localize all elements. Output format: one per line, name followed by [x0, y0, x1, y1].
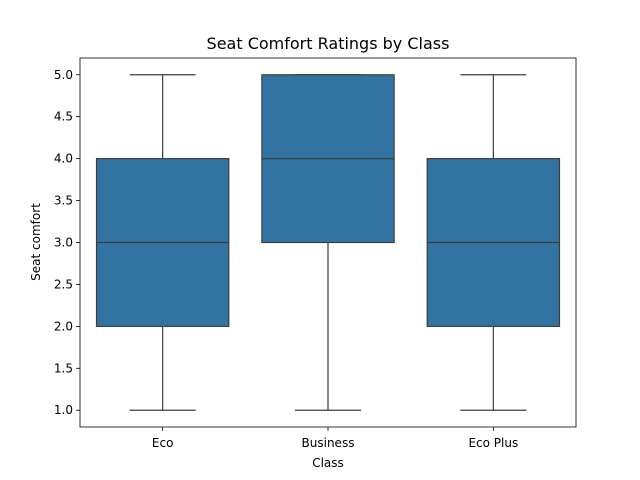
- y-tick-label: 3.0: [54, 236, 73, 250]
- y-tick-label: 5.0: [54, 68, 73, 82]
- y-axis-label: Seat comfort: [29, 203, 43, 281]
- x-tick-label: Eco Plus: [468, 436, 518, 450]
- plot-area: [95, 74, 561, 411]
- y-tick-label: 2.5: [54, 277, 73, 291]
- x-tick-label: Eco: [152, 436, 174, 450]
- x-axis-label: Class: [312, 456, 344, 470]
- box-group: [95, 74, 230, 411]
- x-tick-label: Business: [302, 436, 355, 450]
- box-group: [426, 74, 561, 411]
- chart-title: Seat Comfort Ratings by Class: [207, 34, 450, 53]
- y-tick-label: 4.5: [54, 110, 73, 124]
- y-tick-label: 4.0: [54, 152, 73, 166]
- box-group: [261, 74, 395, 411]
- y-tick-label: 1.0: [54, 403, 73, 417]
- y-tick-label: 3.5: [54, 194, 73, 208]
- y-tick-label: 1.5: [54, 361, 73, 375]
- y-tick-label: 2.0: [54, 319, 73, 333]
